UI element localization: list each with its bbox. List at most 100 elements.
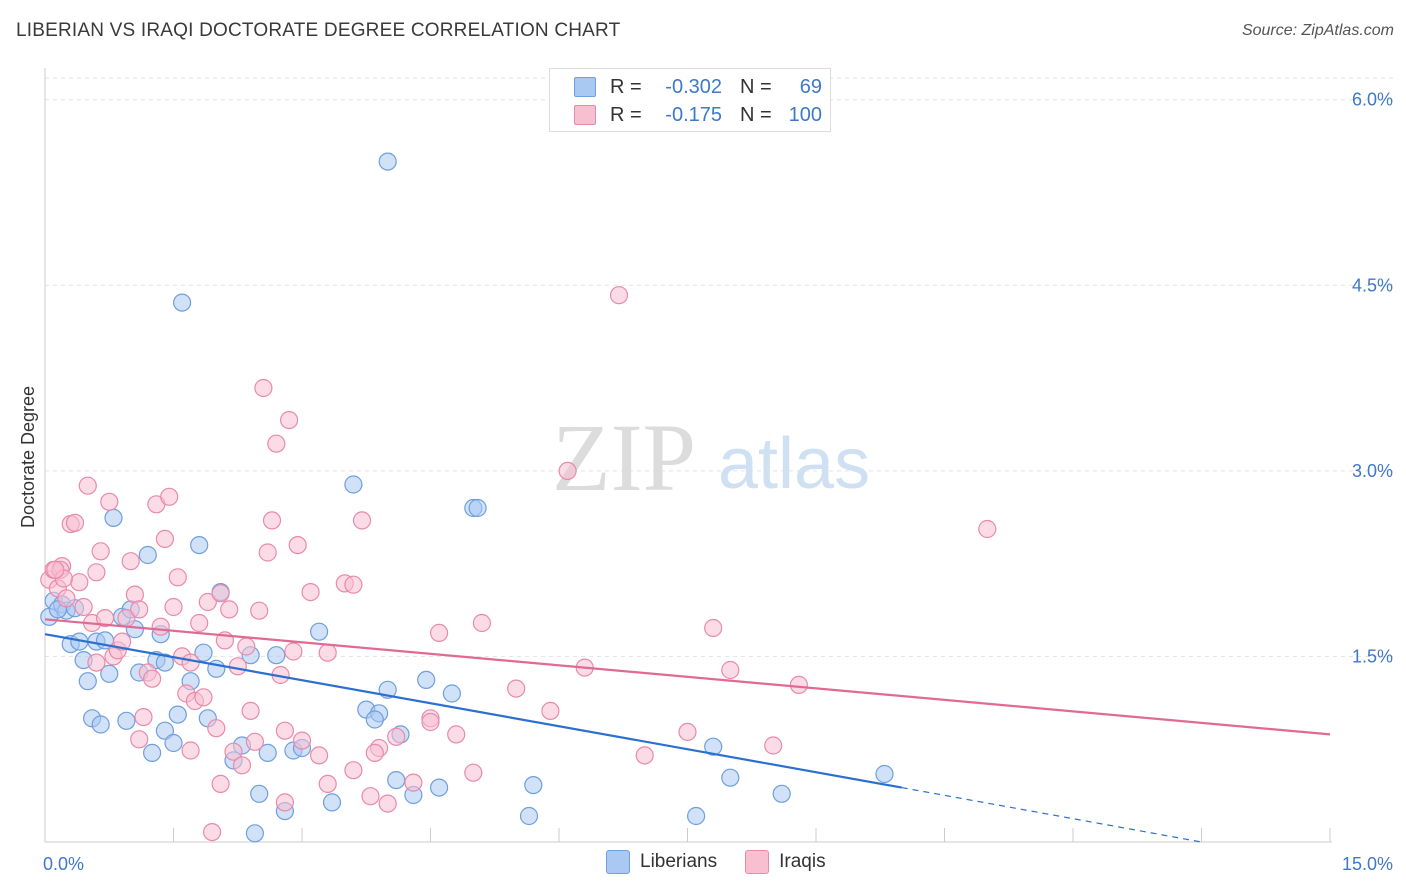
data-point-iraqis	[70, 573, 89, 592]
trend-line-iraqis	[44, 618, 1331, 736]
data-point-iraqis	[211, 774, 230, 794]
series-legend: Liberians Iraqis	[606, 850, 854, 874]
data-point-iraqis	[721, 660, 740, 680]
data-point-iraqis	[181, 653, 200, 672]
data-point-iraqis	[74, 597, 93, 617]
data-point-liberians	[417, 670, 436, 690]
data-point-iraqis	[704, 618, 723, 638]
watermark-atlas: atlas	[718, 424, 870, 504]
x-tick-label: 0.0%	[43, 854, 84, 874]
data-point-iraqis	[65, 513, 85, 532]
data-point-iraqis	[365, 743, 384, 763]
data-point-iraqis	[254, 378, 273, 398]
data-point-liberians	[430, 778, 449, 797]
series-swatch-iraqis	[745, 850, 770, 874]
data-point-iraqis	[318, 643, 337, 662]
data-point-iraqis	[318, 774, 337, 794]
data-point-iraqis	[430, 623, 449, 643]
data-point-iraqis	[134, 707, 153, 727]
watermark-zip: ZIP	[552, 404, 696, 511]
y-tick-label: 6.0%	[1352, 90, 1393, 110]
data-point-iraqis	[130, 600, 149, 619]
data-point-liberians	[104, 508, 123, 528]
data-point-liberians	[194, 643, 213, 662]
data-point-liberians	[138, 545, 157, 565]
y-tick-label: 1.5%	[1352, 646, 1393, 666]
chart-title: LIBERIAN VS IRAQI DOCTORATE DEGREE CORRE…	[16, 20, 621, 41]
data-point-iraqis	[262, 511, 282, 530]
data-point-iraqis	[245, 732, 264, 751]
data-point-iraqis	[194, 688, 213, 707]
data-point-iraqis	[46, 560, 65, 579]
grid-lines	[45, 77, 1395, 657]
data-point-iraqis	[280, 411, 299, 430]
data-point-liberians	[100, 664, 119, 683]
data-point-liberians	[442, 684, 461, 703]
data-point-iraqis	[275, 793, 294, 812]
data-point-liberians	[143, 743, 162, 763]
data-point-iraqis	[284, 642, 303, 661]
data-point-iraqis	[211, 584, 230, 603]
legend-swatch-liberians	[574, 77, 596, 97]
data-point-iraqis	[464, 763, 483, 782]
data-point-iraqis	[507, 679, 526, 698]
legend-n-value: 69	[799, 75, 822, 98]
data-point-iraqis	[288, 535, 307, 555]
data-point-liberians	[91, 715, 110, 734]
legend-r-value: -0.175	[665, 103, 722, 126]
data-point-liberians	[168, 705, 187, 724]
data-point-liberians	[173, 293, 192, 312]
y-tick-label: 4.5%	[1352, 275, 1393, 295]
data-point-iraqis	[241, 701, 260, 721]
data-point-iraqis	[91, 542, 110, 561]
data-point-iraqis	[361, 787, 380, 806]
data-point-iraqis	[228, 657, 247, 676]
data-point-iraqis	[404, 773, 423, 792]
legend-r-value: -0.302	[665, 75, 722, 98]
series-legend-liberians[interactable]: Liberians	[606, 850, 717, 874]
data-point-iraqis	[232, 756, 252, 775]
data-point-iraqis	[160, 487, 179, 506]
trend-line-liberians	[44, 633, 902, 789]
data-point-iraqis	[78, 476, 97, 495]
data-point-iraqis	[155, 529, 174, 549]
data-point-iraqis	[352, 511, 372, 530]
legend-n-value: 100	[788, 103, 822, 126]
data-point-iraqis	[678, 722, 697, 742]
trend-extension-liberians	[901, 786, 1202, 843]
data-point-iraqis	[87, 653, 106, 672]
data-point-iraqis	[344, 575, 363, 594]
legend-row-iraqis: R = -0.175 N = 100	[574, 101, 822, 129]
data-point-liberians	[267, 646, 286, 665]
data-point-iraqis	[764, 736, 783, 755]
data-point-liberians	[155, 721, 174, 740]
data-point-liberians	[721, 768, 740, 787]
data-point-iraqis	[421, 712, 440, 732]
data-point-iraqis	[151, 617, 170, 636]
data-point-iraqis	[378, 794, 397, 813]
data-point-iraqis	[164, 597, 183, 617]
series-legend-iraqis[interactable]: Iraqis	[745, 850, 826, 874]
data-point-iraqis	[447, 725, 466, 744]
legend-n-label: N =	[740, 75, 772, 98]
data-point-iraqis	[224, 742, 243, 761]
data-point-liberians	[322, 793, 342, 812]
data-point-iraqis	[203, 822, 222, 842]
legend-n-label: N =	[740, 103, 772, 126]
y-axis-label: Doctorate Degree	[18, 386, 38, 528]
trend-lines	[44, 618, 1331, 843]
data-point-iraqis	[275, 721, 294, 740]
data-point-liberians	[468, 498, 487, 518]
data-point-iraqis	[387, 727, 406, 746]
data-point-iraqis	[181, 741, 200, 760]
data-point-iraqis	[100, 492, 119, 511]
data-point-liberians	[875, 764, 894, 784]
data-point-iraqis	[541, 701, 560, 721]
data-point-liberians	[344, 475, 363, 494]
data-point-liberians	[365, 710, 384, 729]
data-point-liberians	[117, 711, 136, 730]
data-point-iraqis	[609, 286, 629, 305]
axes	[44, 68, 1332, 843]
data-point-liberians	[155, 653, 174, 672]
